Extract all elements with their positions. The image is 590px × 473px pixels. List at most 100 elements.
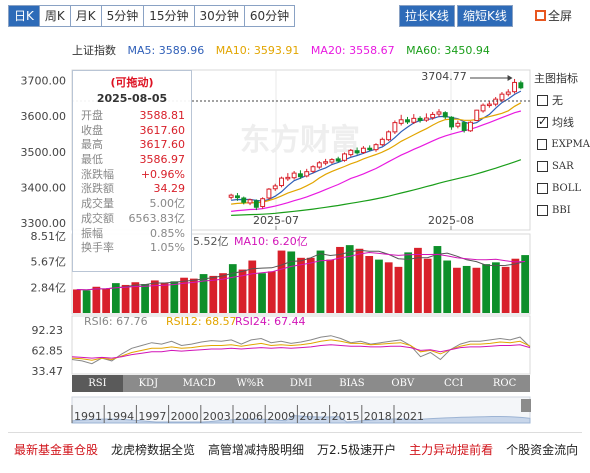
volume-tick-label: 2.84亿 bbox=[31, 281, 67, 294]
indicator-tab-kdj[interactable]: KDJ bbox=[138, 378, 159, 389]
candle-body bbox=[367, 147, 373, 151]
rsi12-label: RSI12: 68.57 bbox=[166, 315, 237, 328]
shrink-candles-button[interactable]: 缩短K线 bbox=[457, 5, 513, 27]
indicator-option-1[interactable]: 均线 bbox=[534, 115, 590, 138]
candle-body bbox=[455, 122, 461, 127]
volume-bar bbox=[394, 266, 403, 313]
tab-period-0[interactable]: 日K bbox=[9, 6, 40, 26]
candle-body bbox=[505, 91, 511, 95]
rsi-axis: 92.23 62.85 33.47 bbox=[32, 324, 64, 378]
footer-links: 最新基金重仓股 龙虎榜数据全览 高管增减持股明细 万2.5极速开户 主力异动提前看 个股资… bbox=[14, 441, 578, 458]
volume-bar bbox=[365, 255, 374, 313]
footer-link-4[interactable]: 主力异动提前看 bbox=[409, 443, 494, 457]
volume-bar bbox=[404, 252, 413, 313]
timeline-handle[interactable] bbox=[521, 399, 531, 412]
rsi24-label: RSI24: 67.44 bbox=[235, 315, 306, 328]
candle-body bbox=[354, 150, 360, 154]
volume-ma5-line bbox=[76, 249, 526, 291]
indicator-option-2[interactable]: EXPMA bbox=[534, 138, 590, 160]
price-tick-label: 3500.00 bbox=[21, 146, 67, 159]
indicator-option-4[interactable]: BOLL bbox=[534, 182, 590, 204]
checkbox[interactable] bbox=[537, 95, 548, 106]
candle-body bbox=[386, 131, 392, 141]
tooltip-value: 3617.60 bbox=[139, 123, 186, 137]
main-indicator-title: 主图指标 bbox=[534, 72, 578, 85]
tooltip-row: 收盘 3617.60 bbox=[73, 124, 191, 139]
volume-bar bbox=[160, 283, 169, 313]
ma20-value: MA20: 3558.67 bbox=[310, 44, 395, 57]
indicator-tab-roc[interactable]: ROC bbox=[492, 378, 517, 389]
candles bbox=[228, 78, 524, 211]
volume-bar bbox=[141, 284, 149, 313]
indicator-option-3[interactable]: SAR bbox=[534, 160, 590, 182]
tab-period-6[interactable]: 60分钟 bbox=[244, 6, 295, 26]
volume-bar bbox=[111, 283, 120, 313]
indicator-tab-wr[interactable]: W%R bbox=[236, 378, 264, 389]
stretch-candles-button[interactable]: 拉长K线 bbox=[399, 5, 455, 27]
date-axis: 2025-07 2025-08 bbox=[253, 214, 474, 230]
checkbox[interactable] bbox=[537, 161, 548, 172]
volume-bar bbox=[82, 290, 91, 313]
volume-bar bbox=[482, 264, 491, 313]
tooltip-key: 涨跌额 bbox=[81, 182, 114, 196]
indicator-tab-obv[interactable]: OBV bbox=[391, 378, 415, 389]
checkbox[interactable] bbox=[537, 139, 548, 150]
footer-link-2[interactable]: 高管增减持股明细 bbox=[208, 443, 305, 457]
tab-period-2[interactable]: 月K bbox=[70, 6, 102, 26]
candle-body bbox=[449, 116, 455, 128]
volume-bar bbox=[73, 289, 81, 313]
indicator-tab-rsi[interactable]: RSI bbox=[72, 375, 123, 392]
tab-period-4[interactable]: 15分钟 bbox=[144, 6, 195, 26]
candle-body bbox=[411, 117, 417, 123]
footer-link-0[interactable]: 最新基金重仓股 bbox=[14, 443, 99, 457]
timeline-year-label: 2021 bbox=[396, 410, 424, 423]
footer-link-3[interactable]: 万2.5极速开户 bbox=[317, 443, 397, 457]
volume-bar bbox=[170, 281, 179, 313]
tooltip-row: 换手率 1.05% bbox=[73, 241, 191, 256]
fullscreen-label: 全屏 bbox=[548, 9, 573, 23]
footer-link-5[interactable]: 个股资金流向 bbox=[506, 443, 579, 457]
candle-body bbox=[253, 200, 259, 208]
candle-body bbox=[493, 98, 499, 105]
checkbox[interactable] bbox=[537, 115, 548, 128]
candle-body bbox=[512, 81, 518, 93]
tooltip-value: 5.00亿 bbox=[149, 197, 186, 211]
tooltip-key: 最低 bbox=[81, 153, 103, 167]
tab-period-1[interactable]: 周K bbox=[39, 6, 71, 26]
tab-period-3[interactable]: 5分钟 bbox=[101, 6, 145, 26]
indicator-tab-bias[interactable]: BIAS bbox=[339, 378, 365, 389]
candle-tooltip[interactable]: (可拖动) 2025-08-05 开盘 3588.81 收盘 3617.60 最高 361… bbox=[72, 70, 192, 272]
volume-bar bbox=[316, 250, 325, 313]
checkbox[interactable] bbox=[537, 183, 548, 194]
indicator-option-0[interactable]: 无 bbox=[534, 94, 590, 116]
volume-bar bbox=[277, 250, 286, 313]
footer-link-1[interactable]: 龙虎榜数据全览 bbox=[111, 443, 196, 457]
indicator-option-label: BOLL bbox=[552, 183, 582, 194]
volume-bar bbox=[453, 267, 461, 313]
watermark: 东方财富 bbox=[240, 123, 360, 158]
checkbox[interactable] bbox=[537, 205, 548, 216]
indicator-tab-macd[interactable]: MACD bbox=[182, 378, 216, 389]
main-indicator-panel: 主图指标 无均线 EXPMA SAR BOLL BBI bbox=[534, 70, 590, 226]
main-grid bbox=[275, 70, 452, 230]
candle-body bbox=[392, 122, 398, 133]
tab-period-5[interactable]: 30分钟 bbox=[194, 6, 245, 26]
volume-bar bbox=[433, 246, 442, 313]
candle-body bbox=[486, 103, 492, 107]
tooltip-key: 振幅 bbox=[81, 226, 103, 240]
fullscreen-button[interactable]: 全屏 bbox=[535, 7, 572, 24]
date-tick-label: 2025-07 bbox=[253, 214, 299, 227]
volume-bar bbox=[345, 245, 354, 313]
tooltip-row: 成交量 5.00亿 bbox=[73, 197, 191, 212]
indicator-option-5[interactable]: BBI bbox=[534, 204, 590, 226]
candle-body bbox=[499, 93, 505, 101]
indicator-tab-dmi[interactable]: DMI bbox=[289, 378, 313, 389]
indicator-tab-cci[interactable]: CCI bbox=[444, 378, 464, 389]
candle-body bbox=[285, 176, 291, 180]
volume-bar bbox=[501, 266, 510, 313]
tooltip-key: 成交额 bbox=[81, 211, 114, 225]
max-arrow-head bbox=[507, 74, 513, 81]
candle-body bbox=[266, 188, 272, 199]
tooltip-row: 最低 3586.97 bbox=[73, 153, 191, 168]
